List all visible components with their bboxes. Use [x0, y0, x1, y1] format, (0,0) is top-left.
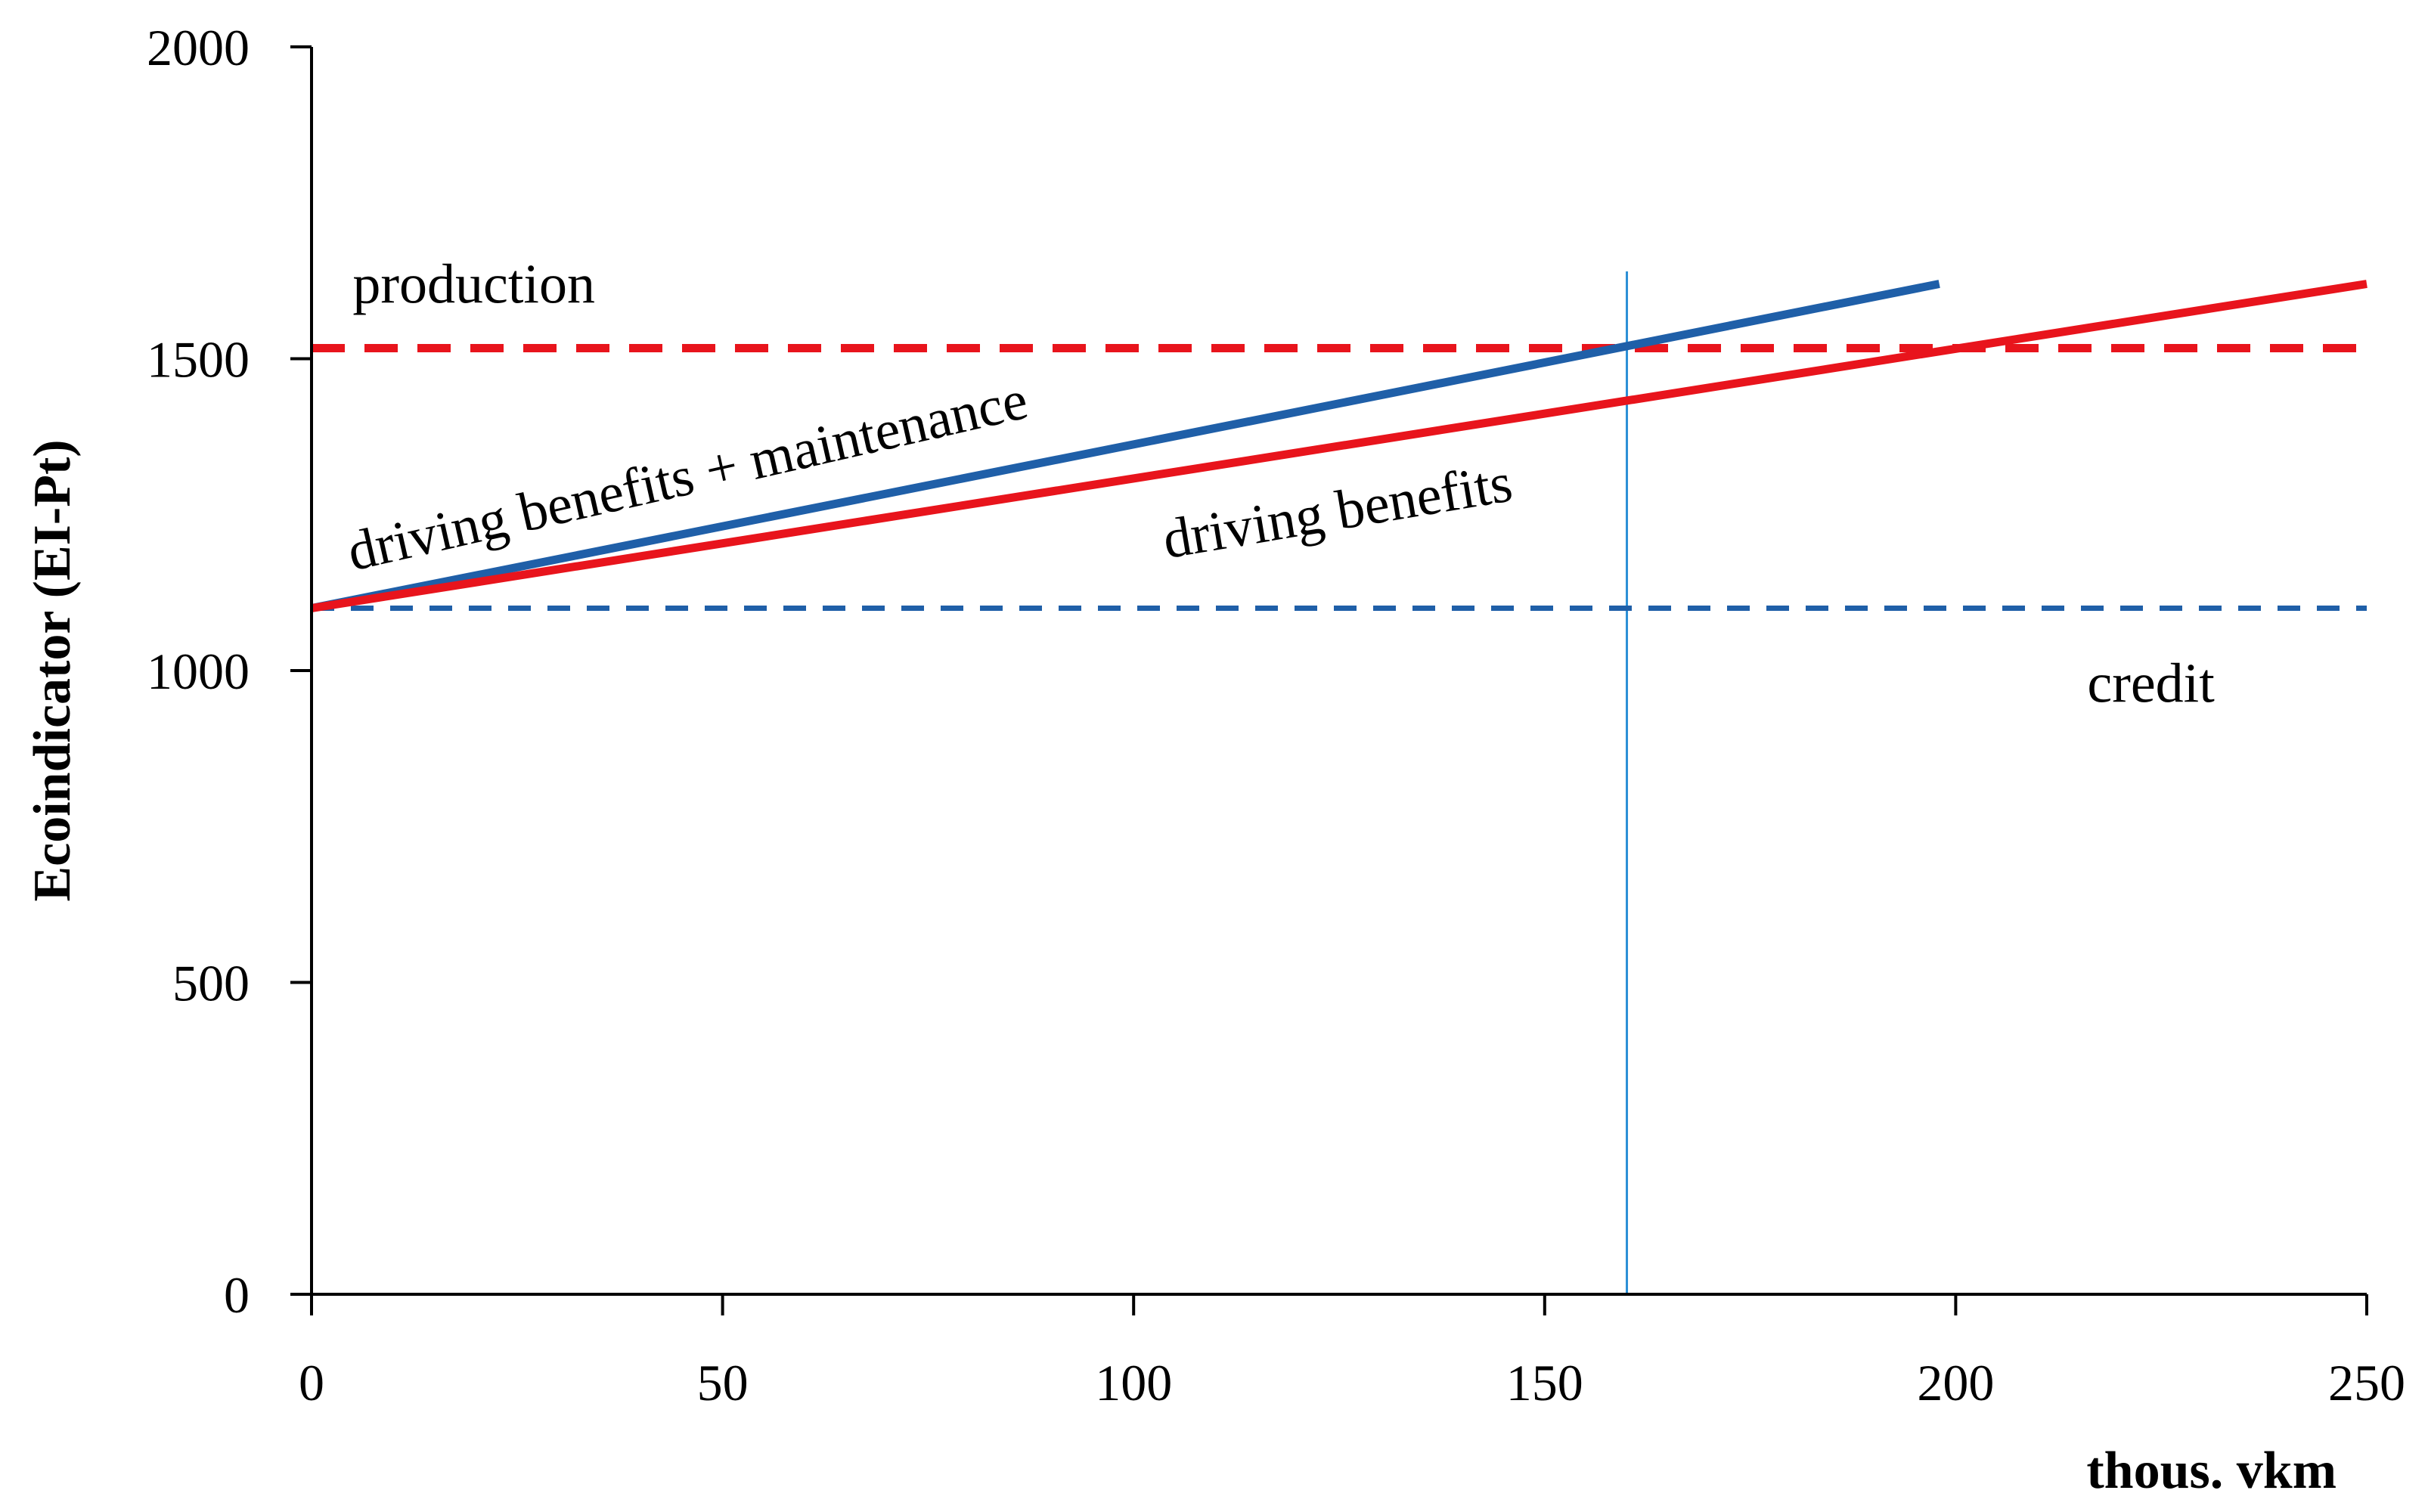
x-tick-label: 150 — [1506, 1354, 1583, 1411]
annotation-label: credit — [2087, 652, 2215, 714]
y-tick-label: 0 — [224, 1266, 250, 1324]
x-tick-label: 100 — [1095, 1354, 1172, 1411]
plot-area — [310, 271, 2368, 1294]
x-axis-title: thous. vkm — [2086, 1442, 2337, 1500]
series-line-driving-benefits — [311, 280, 2368, 612]
annotation-label: production — [352, 253, 595, 315]
y-tick-label: 500 — [172, 955, 250, 1012]
x-tick-label: 0 — [299, 1354, 324, 1411]
x-tick-label: 250 — [2328, 1354, 2405, 1411]
y-tick-label: 1000 — [147, 643, 250, 700]
y-tick-label: 2000 — [147, 19, 250, 76]
chart-text: 0 500 1000 1500 2000 0 50 100 150 200 250 thous. vk… — [23, 19, 2405, 1500]
y-axis-title: Ecoindicator (EI-Pt) — [23, 439, 82, 901]
y-tick-label: 1500 — [147, 331, 250, 389]
x-tick-label: 50 — [697, 1354, 749, 1411]
series-line-driving-benefits-maintenance — [310, 280, 1940, 612]
axes — [290, 45, 2368, 1315]
x-tick-label: 200 — [1917, 1354, 1994, 1411]
